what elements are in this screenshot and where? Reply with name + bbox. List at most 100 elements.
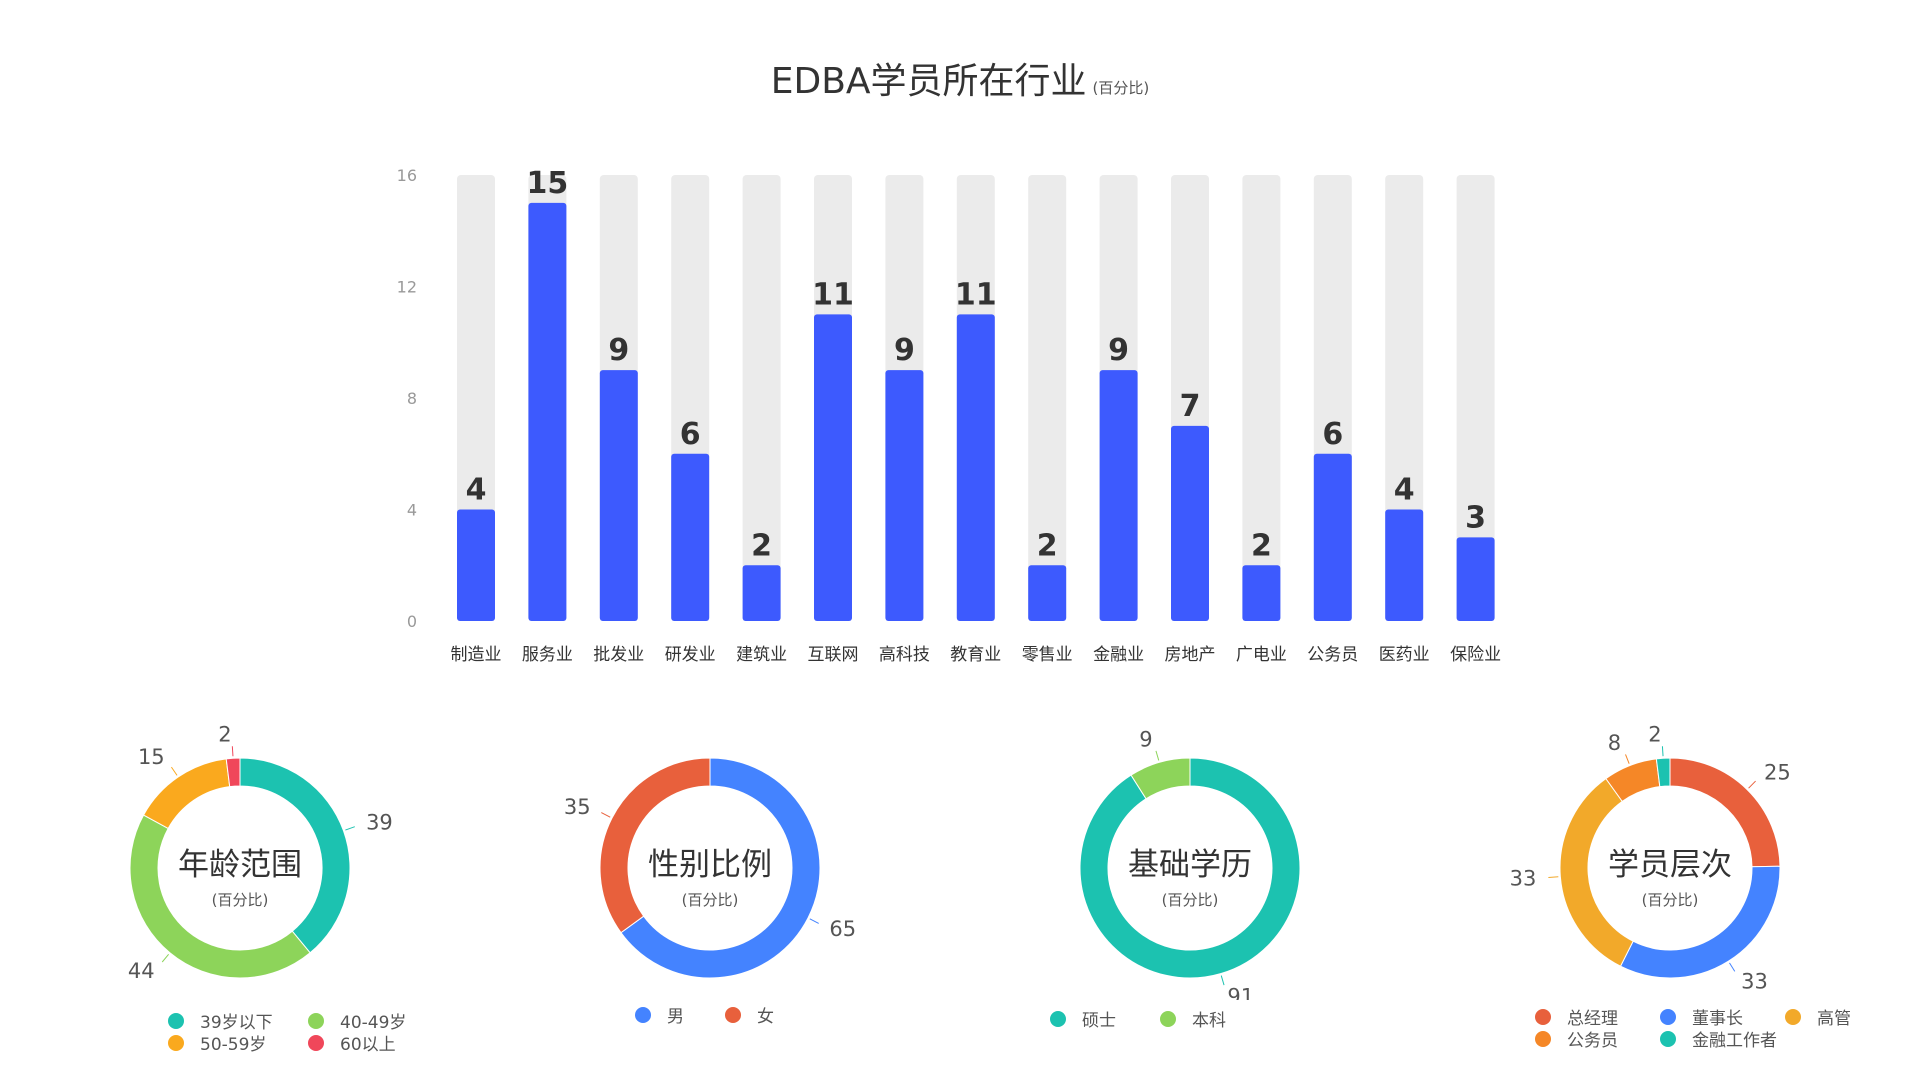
legend-item[interactable]: 女 (725, 1002, 774, 1027)
legend-item[interactable]: 公务员 (1535, 1026, 1618, 1051)
donut-value-label: 39 (366, 811, 393, 835)
bar (1385, 509, 1424, 621)
bar-value-label: 6 (680, 417, 701, 452)
legend-marker (1660, 1008, 1676, 1025)
donut-leader-line (1661, 746, 1664, 757)
donut-leader-line (601, 812, 611, 818)
y-tick-label: 4 (407, 501, 417, 520)
y-tick-label: 12 (397, 278, 417, 297)
legend-label: 男 (667, 1007, 684, 1027)
bar-value-label: 4 (466, 473, 487, 508)
bar (1456, 537, 1495, 621)
bar (1171, 425, 1209, 621)
legend-marker (168, 1034, 184, 1051)
legend-item[interactable]: 男 (635, 1002, 684, 1027)
donut-leader-line (1155, 750, 1160, 761)
industry-bar-chart: 0 4 8 12 16 4 制造业 15 服务业 9 批发业 6 研发业 2 建筑业 11 互联网 9 高科技 11 教… (397, 166, 1501, 665)
donut-value-label: 35 (564, 795, 591, 819)
legend-label: 39岁以下 (200, 1013, 273, 1033)
bar-value-label: 7 (1180, 389, 1201, 424)
legend-item[interactable]: 高管 (1785, 1004, 1851, 1029)
bar-value-label: 15 (527, 166, 569, 201)
donut-subtitle: (百分比) (1642, 891, 1699, 909)
donut-leader-line (1729, 962, 1736, 972)
donut-title: 学员层次 (1608, 847, 1732, 883)
legend-marker (308, 1012, 324, 1029)
bar (1313, 453, 1352, 621)
donut-value-label: 9 (1139, 727, 1152, 751)
donut-age: 39 44 15 2 年龄范围 (百分比) 39岁以下 40-49岁 50-59岁 60以上 (0, 700, 480, 1080)
bar (671, 453, 710, 621)
donut-title: 性别比例 (648, 847, 772, 883)
donut-level-svg: 25 33 33 8 2 学员层次 (百分比) (1510, 722, 1791, 994)
donut-leader-line (231, 746, 234, 757)
legend-label: 本科 (1192, 1011, 1226, 1031)
donut-value-label: 2 (218, 722, 231, 746)
legend-item[interactable]: 金融工作者 (1660, 1026, 1777, 1051)
legend-label: 总经理 (1567, 1009, 1618, 1029)
x-tick-label: 公务员 (1307, 645, 1358, 665)
legend-item[interactable]: 总经理 (1535, 1004, 1618, 1029)
bar-value-label: 9 (1108, 333, 1129, 368)
bar-background (1456, 175, 1495, 621)
donut-slice (620, 757, 821, 979)
legend-label: 董事长 (1692, 1009, 1743, 1029)
bar (528, 202, 567, 621)
donut-subtitle: (百分比) (1162, 891, 1219, 909)
x-tick-label: 制造业 (451, 645, 502, 665)
x-tick-label: 广电业 (1236, 645, 1287, 665)
legend-item[interactable]: 60以上 (308, 1030, 396, 1055)
legend-label: 40-49岁 (340, 1013, 407, 1033)
bar (956, 314, 995, 621)
y-tick-label: 0 (407, 612, 417, 631)
donut-value-label: 91 (1227, 985, 1254, 1000)
donut-value-label: 44 (128, 959, 155, 983)
donut-title: 年龄范围 (178, 847, 302, 883)
bar-background (1242, 175, 1281, 621)
bar-value-label: 2 (751, 528, 772, 563)
donut-leader-line (809, 918, 819, 924)
legend-label: 50-59岁 (200, 1035, 267, 1055)
donut-subtitle: (百分比) (212, 891, 269, 909)
x-tick-label: 建筑业 (736, 645, 787, 665)
donut-value-label: 65 (829, 917, 856, 941)
donut-leader-line (1748, 780, 1756, 789)
bar (457, 509, 495, 621)
donut-leader-line (1220, 975, 1225, 986)
legend-item[interactable]: 50-59岁 (168, 1030, 266, 1055)
bar-value-label: 9 (894, 333, 915, 368)
bar (814, 314, 852, 621)
donut-subtitle: (百分比) (682, 891, 739, 909)
legend-item[interactable]: 40-49岁 (308, 1008, 406, 1033)
donut-slice (225, 757, 241, 788)
legend-item[interactable]: 本科 (1160, 1006, 1226, 1031)
x-tick-label: 教育业 (950, 645, 1001, 665)
chart-title: EDBA学员所在行业 (百分比) (0, 52, 1920, 104)
x-tick-label: 保险业 (1450, 645, 1501, 665)
legend-item[interactable]: 董事长 (1660, 1004, 1743, 1029)
donut-slice (599, 757, 711, 934)
legend-item[interactable]: 硕士 (1050, 1006, 1116, 1031)
donut-leader-line (161, 953, 169, 963)
x-tick-label: 零售业 (1022, 645, 1073, 665)
legend-label: 公务员 (1567, 1031, 1618, 1051)
donut-gender-svg: 65 35 性别比例 (百分比) (564, 757, 856, 979)
legend-marker (1050, 1010, 1066, 1027)
x-tick-label: 金融业 (1093, 645, 1144, 665)
bar-value-label: 3 (1465, 500, 1486, 535)
legend-label: 高管 (1817, 1009, 1851, 1029)
legend-item[interactable]: 39岁以下 (168, 1008, 273, 1033)
donut-value-label: 2 (1648, 722, 1661, 746)
x-tick-label: 高科技 (879, 645, 930, 665)
donut-slice (142, 758, 231, 830)
legend-marker (635, 1006, 651, 1023)
bar (1028, 565, 1067, 621)
legend-marker (725, 1006, 741, 1023)
donut-gender: 65 35 性别比例 (百分比) 男 女 (470, 700, 950, 1080)
bar (1242, 565, 1281, 621)
donut-value-label: 33 (1741, 970, 1768, 994)
bar-value-label: 11 (955, 277, 997, 312)
x-tick-label: 研发业 (665, 645, 716, 665)
x-tick-label: 互联网 (808, 645, 859, 665)
donut-slice (1619, 865, 1781, 979)
